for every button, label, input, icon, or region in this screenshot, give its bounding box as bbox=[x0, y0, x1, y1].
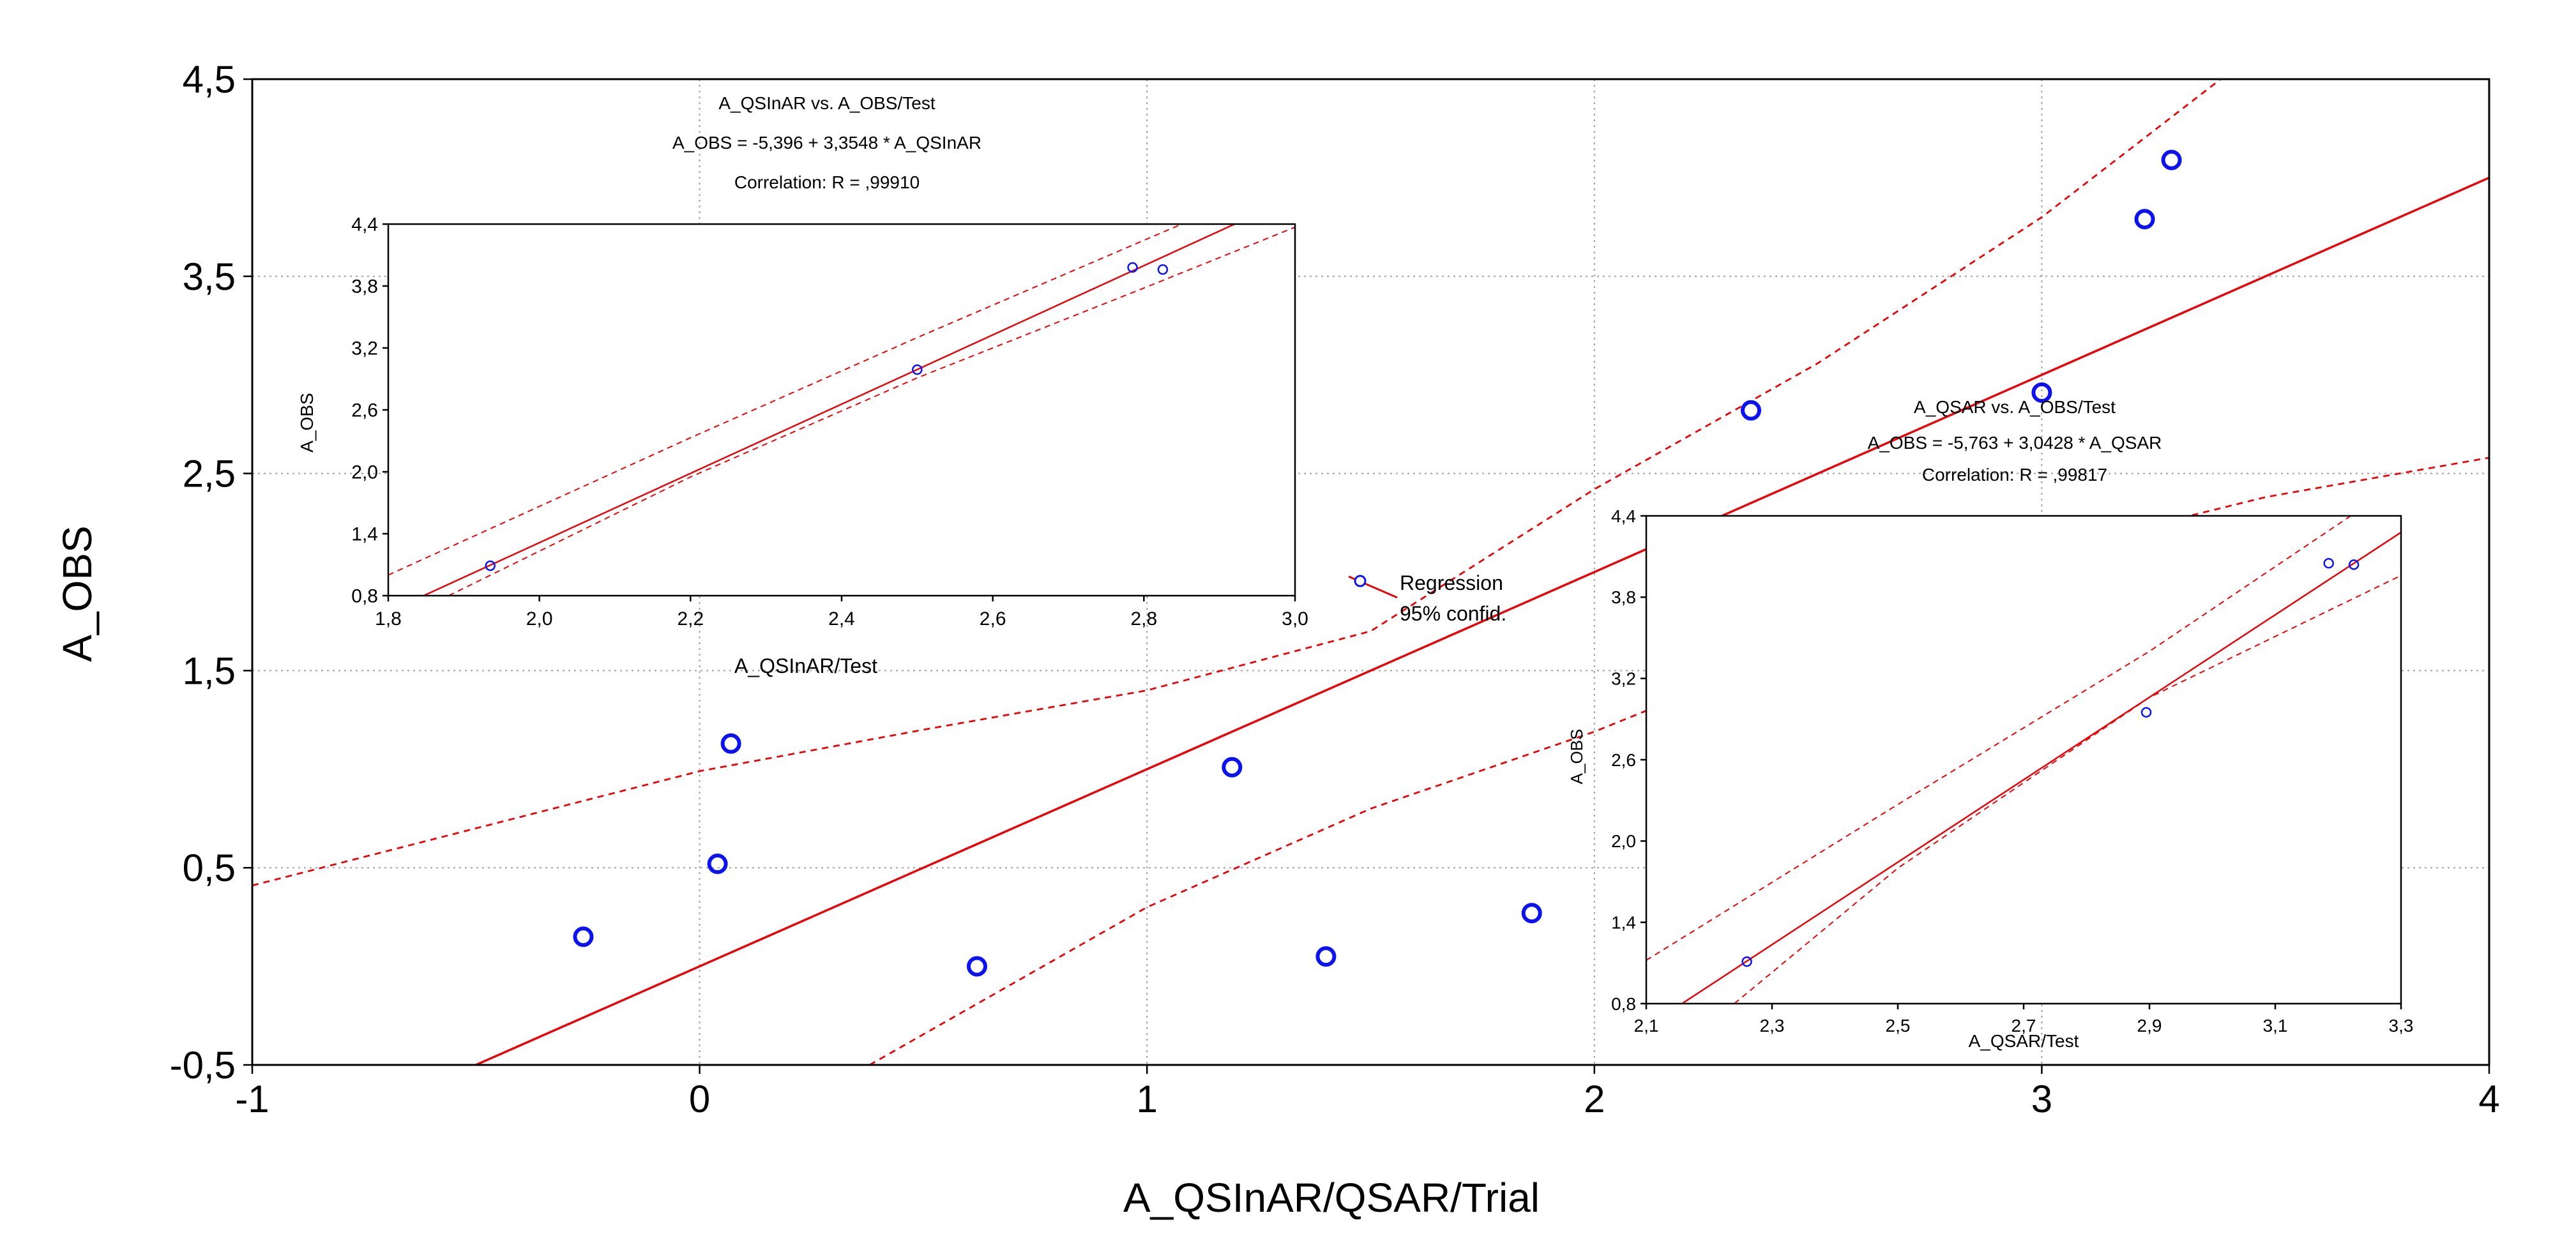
x-tick-label: 3,3 bbox=[2389, 1016, 2414, 1036]
y-tick-label: 1,5 bbox=[183, 649, 236, 692]
regression-line bbox=[473, 176, 2489, 1065]
data-point bbox=[573, 926, 594, 947]
x-tick-label: 2,5 bbox=[1886, 1016, 1911, 1036]
main-plot-frame bbox=[251, 78, 2490, 1066]
confidence-upper-line bbox=[1646, 516, 2351, 961]
regression-line bbox=[1680, 531, 2401, 1004]
data-point bbox=[1741, 956, 1752, 967]
inset-qsar-equation: A_OBS = -5,763 + 3,0428 * A_QSAR bbox=[1868, 433, 2162, 453]
data-point bbox=[2323, 558, 2334, 569]
x-tick-label: 3 bbox=[2031, 1078, 2052, 1120]
confidence-lower-line bbox=[1734, 575, 2401, 1004]
x-tick-label: -1 bbox=[235, 1078, 269, 1120]
inset-qsinar: A_QSInAR vs. A_OBS/Test A_OBS = -5,396 +… bbox=[297, 93, 1308, 677]
main-y-axis-label: A_OBS bbox=[54, 525, 100, 661]
inset-qsar-background bbox=[1646, 516, 2401, 1004]
x-tick-label: 2,9 bbox=[2137, 1016, 2162, 1036]
y-tick-label: 2,5 bbox=[183, 453, 236, 495]
x-tick-label: 2 bbox=[1584, 1078, 1605, 1120]
x-tick-label: 1 bbox=[1137, 1078, 1158, 1120]
main-x-axis-label: A_QSInAR/QSAR/Trial bbox=[1123, 1175, 1540, 1221]
data-point bbox=[2134, 209, 2155, 230]
data-point bbox=[707, 854, 728, 875]
x-tick-label: 2,2 bbox=[677, 608, 704, 630]
inset-qsar-points bbox=[1741, 558, 2360, 967]
x-tick-label: 0 bbox=[689, 1078, 710, 1120]
x-tick-label: 4 bbox=[2478, 1078, 2499, 1120]
inset-qsinar-background bbox=[388, 224, 1295, 596]
data-point bbox=[1222, 757, 1243, 778]
data-point bbox=[1521, 903, 1542, 924]
inset-qsinar-points bbox=[485, 262, 1169, 571]
data-point bbox=[2348, 559, 2360, 570]
y-tick-label: 2,0 bbox=[351, 462, 378, 483]
data-point bbox=[2140, 707, 2152, 718]
data-point bbox=[912, 364, 923, 375]
inset-qsar-y-axis-label: A_OBS bbox=[1567, 729, 1586, 785]
x-tick-label: 2,6 bbox=[980, 608, 1006, 630]
main-ticks: -1 0 1 2 3 4 -0,5 0,5 1,5 2,5 3,5 4,5 bbox=[170, 58, 2500, 1120]
inset-qsar-x-axis-label: A_QSAR/Test bbox=[1969, 1031, 2079, 1051]
y-tick-label: 3,2 bbox=[351, 338, 378, 359]
y-tick-label: 0,8 bbox=[351, 586, 378, 607]
y-tick-label: 1,4 bbox=[1611, 912, 1636, 932]
data-point bbox=[720, 733, 741, 754]
inset-qsar-ticks: 2,1 2,3 2,5 2,7 2,9 3,1 3,3 0,8 1,4 2,0 2,6 3,2 3,8 4… bbox=[1611, 506, 2413, 1036]
y-tick-label: 3,5 bbox=[183, 255, 236, 298]
inset-qsar-lines bbox=[1646, 516, 2401, 1004]
x-tick-label: 2,8 bbox=[1130, 608, 1157, 630]
y-tick-label: -0,5 bbox=[170, 1044, 236, 1087]
confidence-upper-line bbox=[388, 224, 1182, 576]
x-tick-label: 2,7 bbox=[2012, 1016, 2036, 1036]
x-tick-label: 3,0 bbox=[1282, 608, 1308, 630]
x-tick-label: 2,3 bbox=[1760, 1016, 1785, 1036]
y-tick-label: 4,4 bbox=[351, 215, 378, 236]
data-point bbox=[2161, 149, 2182, 170]
y-tick-label: 4,4 bbox=[1611, 506, 1636, 526]
y-tick-label: 3,8 bbox=[351, 276, 378, 298]
data-point bbox=[1315, 946, 1337, 967]
legend-marker bbox=[1354, 575, 1367, 587]
y-tick-label: 4,5 bbox=[183, 58, 236, 101]
y-tick-label: 3,2 bbox=[1611, 668, 1636, 688]
x-tick-label: 2,0 bbox=[526, 608, 553, 630]
inset-qsar-title: A_QSAR vs. A_OBS/Test bbox=[1914, 397, 2116, 417]
inset-qsinar-correlation: Correlation: R = ,99910 bbox=[734, 172, 920, 192]
x-tick-label: 2,4 bbox=[828, 608, 855, 630]
regression-line bbox=[421, 224, 1237, 596]
inset-qsar: A_QSAR vs. A_OBS/Test A_OBS = -5,763 + 3… bbox=[1567, 397, 2413, 1051]
y-tick-label: 0,8 bbox=[1611, 994, 1636, 1014]
inset-qsinar-equation: A_OBS = -5,396 + 3,3548 * A_QSInAR bbox=[672, 133, 981, 153]
y-tick-label: 2,0 bbox=[1611, 831, 1636, 851]
x-tick-label: 2,1 bbox=[1634, 1016, 1659, 1036]
inset-qsinar-x-axis-label: A_QSInAR/Test bbox=[734, 654, 877, 677]
y-tick-label: 1,4 bbox=[351, 524, 378, 545]
inset-qsinar-ticks: 1,8 2,0 2,2 2,4 2,6 2,8 3,0 0,8 1,4 2,0 2,6 3,2 3,8 4… bbox=[351, 215, 1308, 630]
legend-regression-label: Regression bbox=[1400, 571, 1503, 594]
data-point bbox=[1157, 264, 1169, 275]
main-points bbox=[573, 149, 2182, 977]
data-point bbox=[1741, 400, 1762, 421]
inset-qsinar-title: A_QSInAR vs. A_OBS/Test bbox=[718, 93, 935, 113]
confidence-upper-line bbox=[252, 79, 2222, 887]
y-tick-label: 3,8 bbox=[1611, 587, 1636, 607]
inset-qsinar-lines bbox=[388, 224, 1295, 596]
x-tick-label: 3,1 bbox=[2263, 1016, 2288, 1036]
data-point bbox=[1127, 262, 1138, 273]
data-point bbox=[2031, 382, 2052, 403]
inset-qsinar-y-axis-label: A_OBS bbox=[297, 393, 317, 452]
y-tick-label: 2,6 bbox=[351, 400, 378, 421]
legend-confidence-label: 95% confid. bbox=[1400, 602, 1506, 625]
data-point bbox=[485, 560, 496, 571]
x-tick-label: 1,8 bbox=[375, 608, 402, 630]
inset-qsar-correlation: Correlation: R = ,99817 bbox=[1922, 465, 2107, 485]
data-point bbox=[966, 956, 987, 977]
y-tick-label: 2,6 bbox=[1611, 750, 1636, 770]
legend: Regression 95% confid. bbox=[1348, 571, 1506, 625]
y-tick-label: 0,5 bbox=[183, 847, 236, 889]
